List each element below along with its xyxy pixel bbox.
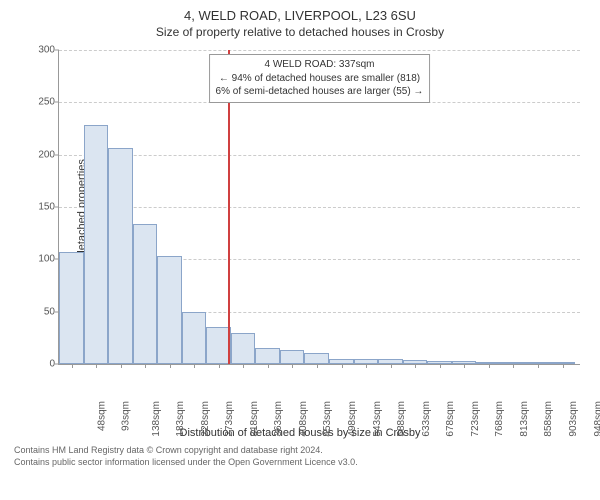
y-tick-label: 150	[23, 202, 55, 213]
grid-line	[59, 155, 580, 156]
y-tick-label: 200	[23, 149, 55, 160]
histogram-bar	[133, 224, 158, 364]
x-tick-label: 318sqm	[249, 401, 260, 437]
y-tick-label: 50	[23, 306, 55, 317]
annotation-line-2: ← 94% of detached houses are smaller (81…	[216, 72, 424, 86]
footer-text: Contains HM Land Registry data © Crown c…	[10, 445, 590, 468]
histogram-bar	[59, 252, 84, 364]
histogram-bar	[231, 333, 256, 364]
grid-line	[59, 50, 580, 51]
histogram-bar	[280, 350, 305, 364]
x-tick-label: 678sqm	[445, 401, 456, 437]
x-tick-label: 138sqm	[151, 401, 162, 437]
plot-region: 05010015020025030048sqm93sqm138sqm183sqm…	[58, 50, 580, 365]
x-tick-label: 588sqm	[396, 401, 407, 437]
chart-title: 4, WELD ROAD, LIVERPOOL, L23 6SU	[10, 8, 590, 23]
x-tick-label: 768sqm	[494, 401, 505, 437]
x-tick-label: 498sqm	[347, 401, 358, 437]
x-tick-label: 813sqm	[519, 401, 530, 437]
annotation-box: 4 WELD ROAD: 337sqm ← 94% of detached ho…	[209, 54, 431, 103]
histogram-bar	[108, 148, 133, 364]
y-tick-label: 100	[23, 254, 55, 265]
x-tick-label: 93sqm	[121, 401, 132, 431]
histogram-bar	[84, 125, 109, 364]
x-tick-label: 543sqm	[372, 401, 383, 437]
histogram-bar	[304, 353, 329, 365]
x-tick-label: 48sqm	[96, 401, 107, 431]
histogram-bar	[157, 256, 182, 364]
annotation-line-3: 6% of semi-detached houses are larger (5…	[216, 85, 424, 99]
x-tick-label: 903sqm	[568, 401, 579, 437]
x-tick-label: 273sqm	[224, 401, 235, 437]
x-tick-label: 723sqm	[470, 401, 481, 437]
chart-container: 4, WELD ROAD, LIVERPOOL, L23 6SU Size of…	[0, 0, 600, 500]
x-tick-label: 408sqm	[298, 401, 309, 437]
histogram-bar	[182, 312, 207, 364]
y-tick-label: 300	[23, 45, 55, 56]
y-tick-label: 0	[23, 359, 55, 370]
footer-line-1: Contains HM Land Registry data © Crown c…	[14, 445, 590, 457]
x-tick-label: 858sqm	[544, 401, 555, 437]
x-tick-label: 363sqm	[273, 401, 284, 437]
chart-area: Number of detached properties 0501001502…	[10, 45, 590, 425]
x-tick-label: 453sqm	[323, 401, 334, 437]
histogram-bar	[255, 348, 280, 364]
x-tick-label: 228sqm	[200, 401, 211, 437]
x-tick-label: 183sqm	[175, 401, 186, 437]
footer-line-2: Contains public sector information licen…	[14, 457, 590, 469]
y-tick-label: 250	[23, 97, 55, 108]
histogram-bar	[206, 327, 231, 364]
chart-subtitle: Size of property relative to detached ho…	[10, 25, 590, 39]
grid-line	[59, 207, 580, 208]
x-tick-label: 948sqm	[593, 401, 600, 437]
annotation-line-1: 4 WELD ROAD: 337sqm	[216, 58, 424, 72]
x-tick-label: 633sqm	[421, 401, 432, 437]
